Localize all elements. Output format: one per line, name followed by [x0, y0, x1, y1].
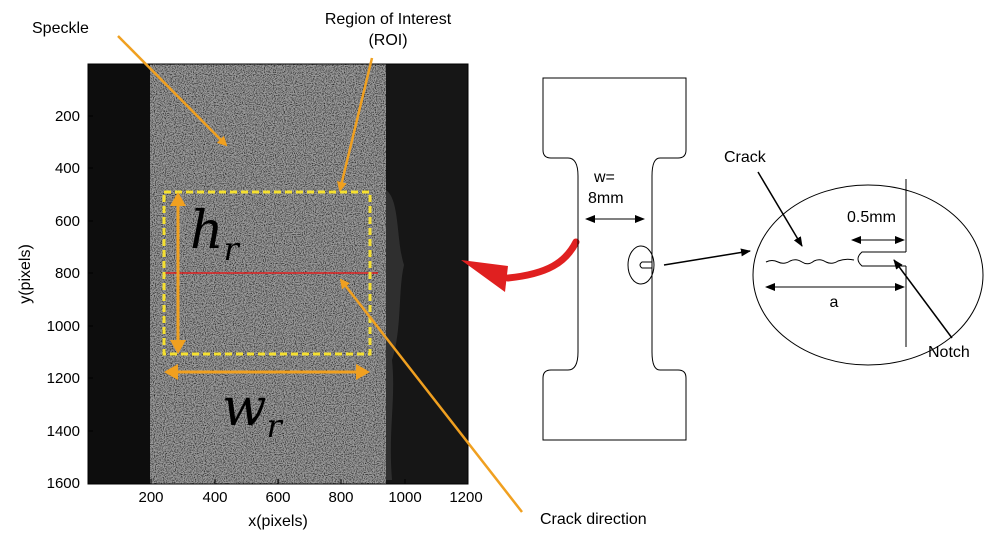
- roi-box: [162, 190, 372, 356]
- x-tick-400: 400: [202, 489, 227, 506]
- crack-length-label: a: [830, 294, 839, 311]
- notch-shape: [857, 251, 906, 267]
- crack-detail: Crack 0.5mm a Notch: [724, 149, 984, 366]
- w-r-label: wr: [222, 378, 284, 445]
- y-tick-1200: 1200: [47, 370, 80, 387]
- y-tick-1600: 1600: [47, 475, 80, 492]
- y-tick-1000: 1000: [47, 318, 80, 335]
- crack-direction-label: Crack direction: [540, 511, 647, 528]
- h-r-label: hr: [190, 201, 241, 268]
- roi-label-line2: (ROI): [368, 32, 407, 49]
- h-dimension-arrow: [170, 192, 186, 354]
- width-label-line1: w=: [593, 169, 615, 186]
- w-dimension-arrow: [164, 364, 370, 380]
- y-tick-800: 800: [55, 265, 80, 282]
- y-tick-400: 400: [55, 160, 80, 177]
- x-tick-1200: 1200: [449, 489, 482, 506]
- dogbone-specimen: w= 8mm: [542, 77, 751, 441]
- y-tick-200: 200: [55, 108, 80, 125]
- big-red-arrow: [461, 238, 580, 292]
- notch-magnify-circle: [627, 245, 655, 285]
- x-tick-600: 600: [265, 489, 290, 506]
- dic-image-panel: hr wr Speckle Region of Interest (ROI) C…: [17, 11, 647, 530]
- crack-label: Crack: [724, 149, 767, 166]
- y-axis-ticks: 200 400 600 800 1000 1200 1400 1600: [47, 108, 93, 492]
- x-axis-label: x(pixels): [248, 513, 308, 530]
- crack-path: [765, 258, 855, 265]
- x-tick-200: 200: [138, 489, 163, 506]
- speckle-texture: [150, 64, 386, 484]
- y-tick-600: 600: [55, 213, 80, 230]
- speckle-label: Speckle: [32, 20, 89, 37]
- magnify-arrow: [663, 248, 751, 266]
- crack-label-arrow: [757, 171, 803, 247]
- roi-arrow: [337, 57, 374, 192]
- x-tick-800: 800: [328, 489, 353, 506]
- notch-width-label: 0.5mm: [847, 209, 896, 226]
- x-axis-ticks: 200 400 600 800 1000 1200: [138, 479, 483, 506]
- roi-label-line1: Region of Interest: [325, 11, 452, 28]
- notch-label: Notch: [928, 344, 970, 361]
- notch-label-arrow: [893, 259, 953, 339]
- detail-ellipse: [752, 184, 984, 366]
- fracture-edge: [386, 190, 404, 480]
- width-label-line2: 8mm: [588, 190, 624, 207]
- speckle-arrow: [117, 35, 228, 147]
- y-axis-label: y(pixels): [17, 244, 34, 304]
- x-tick-1000: 1000: [388, 489, 421, 506]
- crack-direction-arrow: [339, 278, 523, 513]
- y-tick-1400: 1400: [47, 423, 80, 440]
